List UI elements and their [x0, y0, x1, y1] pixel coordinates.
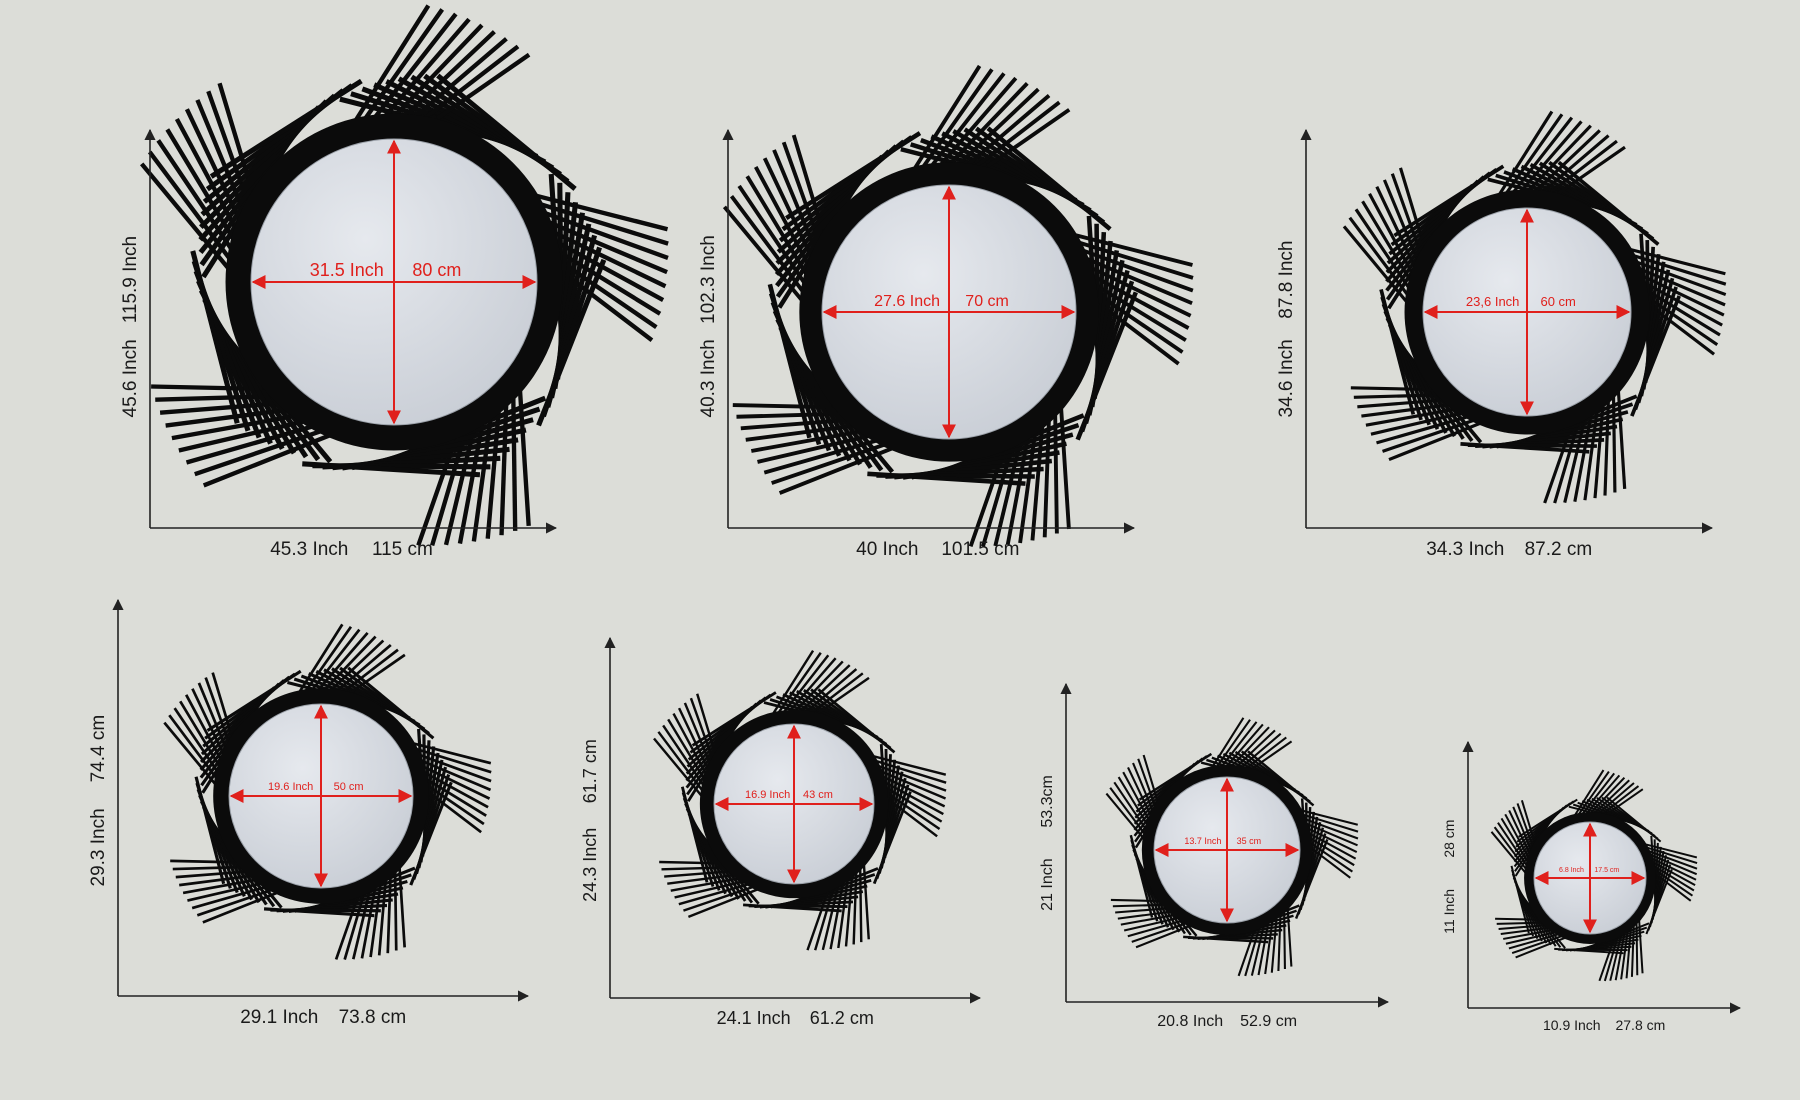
- inner-diameter-inch: 23,6 Inch: [1466, 294, 1520, 309]
- height-inch-label: 29.3 Inch: [88, 808, 109, 886]
- width-cm-label: 101.5 cm: [941, 539, 1019, 560]
- mirrors-layer: 31.5 Inch 80 cm 45.3 Inch 115 cm 45.6 Inch 11…: [88, 4, 1742, 1033]
- inner-diameter-inch: 31.5 Inch: [310, 260, 384, 280]
- width-inch-label: 10.9 Inch: [1543, 1017, 1601, 1033]
- height-inch-label: 21 Inch: [1039, 858, 1056, 910]
- width-inch-label: 34.3 Inch: [1426, 539, 1504, 560]
- width-inch-label: 45.3 Inch: [270, 539, 348, 560]
- inner-diameter-cm: 60 cm: [1540, 294, 1575, 309]
- inner-diameter-cm: 35 cm: [1237, 836, 1262, 846]
- height-cm-label: 74.4 cm: [88, 715, 109, 783]
- inner-diameter-inch: 19.6 Inch: [268, 781, 313, 793]
- height-inch-label: 11 Inch: [1441, 889, 1457, 934]
- mirror-item-2: 27.6 Inch 70 cm 40 Inch 101.5 cm 40.3 Inch 10…: [698, 64, 1194, 560]
- height-cm-label: 115.9 Inch: [120, 236, 141, 323]
- width-cm-label: 27.8 cm: [1615, 1017, 1665, 1033]
- height-inch-label: 34.6 Inch: [1276, 339, 1297, 417]
- mirror-item-4: 19.6 Inch 50 cm 29.1 Inch 73.8 cm 29.3 Inch 7…: [88, 598, 530, 1028]
- mirror-item-1: 31.5 Inch 80 cm 45.3 Inch 115 cm 45.6 Inch 11…: [120, 4, 669, 560]
- inner-diameter-cm: 80 cm: [412, 260, 461, 280]
- height-cm-label: 102.3 Inch: [698, 235, 719, 324]
- height-cm-label: 87.8 Inch: [1276, 241, 1297, 319]
- inner-diameter-cm: 70 cm: [965, 293, 1009, 310]
- inner-diameter-cm: 43 cm: [803, 789, 833, 801]
- height-inch-label: 40.3 Inch: [698, 339, 719, 417]
- width-inch-label: 40 Inch: [856, 539, 918, 560]
- inner-diameter-cm: 17.5 cm: [1594, 867, 1619, 874]
- width-inch-label: 29.1 Inch: [240, 1007, 318, 1028]
- inner-diameter-inch: 6.8 Inch: [1559, 867, 1584, 874]
- inner-diameter-cm: 50 cm: [334, 781, 364, 793]
- width-cm-label: 115 cm: [372, 539, 433, 560]
- width-cm-label: 52.9 cm: [1240, 1013, 1297, 1030]
- mirror-item-6: 13.7 Inch 35 cm 20.8 Inch 52.9 cm 21 Inch 53.…: [1039, 682, 1390, 1030]
- height-inch-label: 24.3 Inch: [580, 828, 600, 902]
- width-cm-label: 73.8 cm: [339, 1007, 407, 1028]
- mirror-item-7: 6.8 Inch 17.5 cm 10.9 Inch 27.8 cm 11 Inch 28…: [1441, 740, 1742, 1033]
- height-cm-label: 53.3cm: [1039, 775, 1056, 827]
- height-cm-label: 28 cm: [1441, 820, 1457, 858]
- inner-diameter-inch: 27.6 Inch: [874, 293, 940, 310]
- mirror-item-3: 23,6 Inch 60 cm 34.3 Inch 87.2 cm 34.6 Inch 8…: [1276, 110, 1727, 560]
- height-cm-label: 61.7 cm: [580, 739, 600, 803]
- width-inch-label: 20.8 Inch: [1157, 1013, 1223, 1030]
- width-inch-label: 24.1 Inch: [717, 1008, 791, 1028]
- height-inch-label: 45.6 Inch: [120, 339, 141, 417]
- width-cm-label: 61.2 cm: [810, 1008, 874, 1028]
- width-cm-label: 87.2 cm: [1525, 539, 1593, 560]
- inner-diameter-inch: 16.9 Inch: [745, 789, 790, 801]
- inner-diameter-inch: 13.7 Inch: [1184, 836, 1221, 846]
- mirror-item-5: 16.9 Inch 43 cm 24.1 Inch 61.2 cm 24.3 Inch 6…: [580, 636, 982, 1028]
